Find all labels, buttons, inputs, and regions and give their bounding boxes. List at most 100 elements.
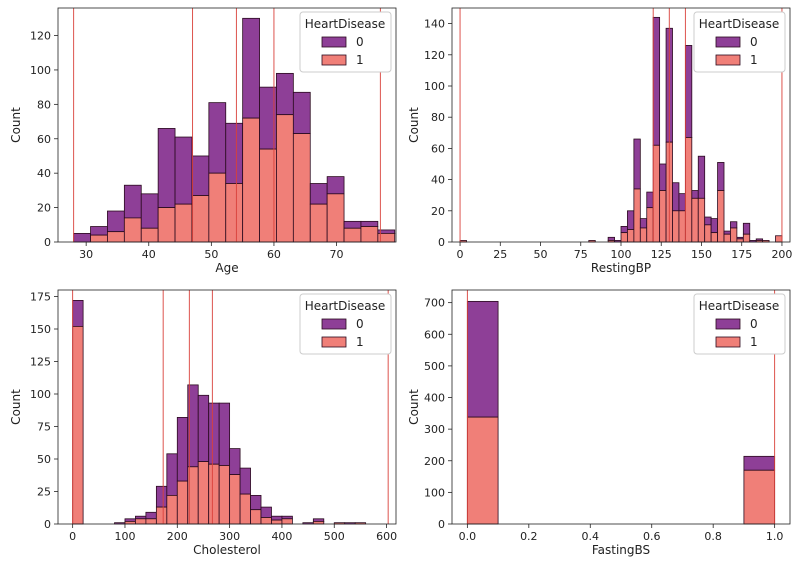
- x-tick-label-3: 75: [574, 248, 588, 261]
- y-tick-label-2: 40: [431, 174, 445, 187]
- x-tick-label-2: 50: [204, 248, 218, 261]
- x-tick-label-1: 0.2: [520, 530, 538, 543]
- bar-class1-7: [176, 480, 189, 525]
- bar-class1-27: [775, 235, 783, 243]
- bar-class1-0: [466, 416, 499, 525]
- bar-class1-12: [672, 210, 680, 243]
- x-tick-label-5: 125: [651, 248, 672, 261]
- legend-swatch-0: [321, 36, 347, 48]
- bar-class0-4: [145, 511, 157, 520]
- bar-class1-3: [135, 518, 147, 525]
- bar-class0-13: [292, 91, 311, 135]
- bar-class0-13: [678, 193, 686, 212]
- x-tick-label-2: 0.4: [582, 530, 600, 543]
- bar-class1-4: [140, 227, 159, 243]
- legend-label-1: 1: [750, 335, 758, 349]
- bar-class0-12: [276, 72, 294, 116]
- bar-class1-15: [326, 193, 345, 243]
- bar-class0-7: [191, 155, 210, 196]
- y-tick-label-6: 600: [424, 328, 445, 341]
- bar-class1-5: [627, 229, 635, 243]
- bar-class1-16: [697, 197, 706, 243]
- bar-class0-20: [723, 230, 731, 235]
- bar-class0-5: [157, 128, 176, 208]
- axes-frame: [451, 7, 791, 243]
- bar-class0-2: [607, 236, 615, 241]
- legend-label-0: 0: [750, 35, 758, 49]
- y-tick-label-5: 125: [30, 356, 51, 369]
- y-tick-label-5: 100: [424, 80, 445, 93]
- y-tick-label-6: 150: [30, 323, 51, 336]
- legend: HeartDisease 0 1: [299, 11, 392, 73]
- bar-class1-8: [646, 207, 654, 243]
- x-tick-label-0: 30: [79, 248, 93, 261]
- bar-class0-17: [360, 220, 379, 227]
- bar-class1-15: [260, 517, 272, 525]
- y-axis-label: Count: [407, 389, 421, 425]
- y-tick-label-7: 700: [424, 297, 445, 310]
- bar-class1-13: [292, 133, 311, 243]
- x-tick-label-1: 40: [142, 248, 156, 261]
- bar-class0-17: [704, 216, 712, 226]
- y-tick-label-3: 300: [424, 423, 445, 436]
- x-tick-label-4: 70: [330, 248, 344, 261]
- bar-class1-6: [633, 188, 641, 243]
- legend-title: HeartDisease: [699, 17, 780, 31]
- bar-class1-9: [225, 183, 244, 243]
- bar-class1-19: [717, 190, 725, 243]
- bar-class0-7: [639, 218, 648, 229]
- legend: HeartDisease 0 1: [693, 293, 786, 355]
- bar-class1-4: [620, 232, 628, 243]
- bar-class0-9: [197, 394, 210, 463]
- x-tick-label-1: 100: [114, 530, 135, 543]
- bar-class1-14: [250, 509, 262, 525]
- bar-class1-1: [743, 469, 776, 525]
- bar-class1-10: [242, 117, 260, 243]
- bar-class1-12: [276, 114, 294, 243]
- x-tick-label-1: 25: [493, 248, 507, 261]
- x-tick-label-7: 175: [731, 248, 752, 261]
- x-axis-label: Cholesterol: [193, 543, 261, 557]
- bar-class1-4: [145, 518, 157, 525]
- bar-class1-5: [155, 506, 168, 525]
- legend-swatch-1: [715, 336, 741, 348]
- y-tick-label-4: 80: [431, 111, 445, 124]
- bar-class0-14: [684, 45, 693, 138]
- x-tick-label-3: 60: [267, 248, 281, 261]
- bar-class1-16: [271, 519, 283, 525]
- bar-class0-16: [343, 220, 362, 229]
- bar-class1-10: [208, 463, 220, 525]
- x-tick-label-2: 50: [534, 248, 548, 261]
- bar-class0-6: [166, 453, 178, 496]
- y-tick-label-4: 400: [424, 392, 445, 405]
- bar-class0-9: [652, 16, 661, 146]
- bar-class1-10: [659, 190, 667, 243]
- y-tick-label-6: 120: [30, 30, 51, 43]
- x-tick-label-8: 200: [771, 248, 792, 261]
- y-tick-label-2: 40: [37, 167, 51, 180]
- bar-class1-14: [684, 137, 693, 243]
- bar-class0-16: [271, 515, 283, 521]
- bar-class0-10: [659, 163, 667, 191]
- bar-class1-13: [239, 493, 251, 525]
- bar-class1-7: [191, 195, 210, 243]
- bar-class0-6: [174, 136, 193, 205]
- y-tick-label-2: 50: [37, 453, 51, 466]
- panel-fastingbs: 0.0 0.2 0.4 0.6 0.8 1.0 0 100 200 300 400 500 600 700…: [407, 289, 791, 557]
- bar-class0-18: [710, 218, 718, 234]
- legend-swatch-1: [321, 54, 347, 66]
- y-tick-label-5: 100: [30, 64, 51, 77]
- legend-swatch-1: [321, 336, 347, 348]
- axes-frame: [57, 289, 397, 525]
- panel-cholesterol: 0 100 200 300 400 500 600 0 25 50 75 100 125 150 175 C…: [9, 289, 397, 557]
- x-axis-label: FastingBS: [592, 543, 650, 557]
- bar-class0-4: [140, 193, 159, 229]
- bar-class1-0: [72, 326, 84, 525]
- bar-class1-9: [197, 461, 210, 525]
- y-tick-label-1: 20: [431, 205, 445, 218]
- y-tick-label-3: 60: [37, 133, 51, 146]
- x-tick-label-4: 0.8: [704, 530, 722, 543]
- bar-class0-12: [672, 182, 680, 212]
- y-axis-label: Count: [9, 107, 23, 143]
- x-tick-label-0: 0: [457, 248, 464, 261]
